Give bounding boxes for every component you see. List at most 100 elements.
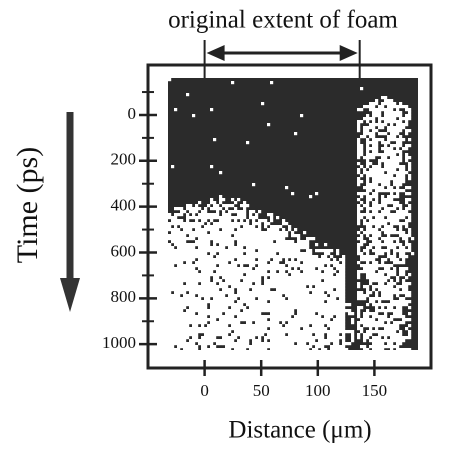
speckle <box>231 264 234 267</box>
speckle <box>342 336 345 339</box>
speckle <box>384 165 387 168</box>
speckle <box>243 222 246 225</box>
speckle <box>390 228 393 231</box>
speckle <box>342 324 345 327</box>
speckle <box>339 315 342 318</box>
speckle <box>312 348 315 351</box>
speckle <box>372 153 375 156</box>
speckle <box>225 216 228 219</box>
speckle <box>270 309 273 312</box>
speckle <box>375 168 378 171</box>
speckle <box>288 270 291 273</box>
speckle <box>264 252 267 255</box>
speckle <box>252 234 255 237</box>
speckle <box>177 255 180 258</box>
speckle <box>288 339 291 342</box>
speckle <box>222 336 225 339</box>
speckle <box>192 270 195 273</box>
speckle <box>186 249 189 252</box>
speckle <box>198 330 201 333</box>
speckle <box>357 282 360 285</box>
speckle <box>270 213 273 216</box>
speckle <box>408 138 411 141</box>
speckle <box>240 213 243 216</box>
speckle <box>258 345 261 348</box>
speckle <box>174 300 177 303</box>
speckle <box>378 171 381 174</box>
speckle <box>198 315 201 318</box>
speckle <box>381 303 384 306</box>
speckle <box>270 330 273 333</box>
speckle <box>210 324 213 327</box>
speckle <box>318 321 321 324</box>
speckle <box>396 237 399 240</box>
speckle <box>375 141 378 144</box>
speckle <box>378 240 381 243</box>
speckle <box>177 333 180 336</box>
speckle <box>201 330 204 333</box>
speckle <box>225 309 228 312</box>
speckle <box>387 168 390 171</box>
speckle <box>243 336 246 339</box>
speckle <box>177 207 180 210</box>
speckle <box>315 300 318 303</box>
speckle <box>171 330 174 333</box>
speckle <box>291 288 294 291</box>
speckle <box>408 246 411 249</box>
speckle <box>306 297 309 300</box>
speckle <box>258 342 261 345</box>
speckle <box>255 318 258 321</box>
speckle <box>327 330 330 333</box>
speckle <box>201 249 204 252</box>
speckle <box>231 342 234 345</box>
speckle <box>189 282 192 285</box>
speckle <box>192 309 195 312</box>
speckle <box>225 234 228 237</box>
speckle <box>357 291 360 294</box>
speckle <box>357 315 360 318</box>
speckle <box>303 324 306 327</box>
speckle <box>333 345 336 348</box>
speckle <box>342 294 345 297</box>
speckle <box>378 318 381 321</box>
speckle <box>378 234 381 237</box>
speckle <box>171 312 174 315</box>
speckle <box>396 108 399 111</box>
speckle <box>315 309 318 312</box>
speckle <box>264 240 267 243</box>
speckle <box>387 186 390 189</box>
speckle <box>204 228 207 231</box>
speckle <box>393 129 396 132</box>
speckle <box>399 216 402 219</box>
speckle <box>204 336 207 339</box>
speckle <box>297 273 300 276</box>
speckle <box>387 147 390 150</box>
speckle <box>219 279 222 282</box>
speckle <box>387 105 390 108</box>
speckle <box>210 258 213 261</box>
speckle <box>327 261 330 264</box>
speckle <box>264 285 267 288</box>
speckle <box>360 270 363 273</box>
speckle <box>294 303 297 306</box>
speckle <box>360 207 363 210</box>
speckle <box>168 258 171 261</box>
speckle <box>372 261 375 264</box>
speckle <box>201 294 204 297</box>
speckle <box>204 327 207 330</box>
speckle <box>375 165 378 168</box>
speckle <box>243 288 246 291</box>
speckle <box>168 264 171 267</box>
speckle <box>369 102 372 105</box>
speckle <box>204 258 207 261</box>
speckle <box>204 321 207 324</box>
speckle <box>276 264 279 267</box>
speckle <box>243 231 246 234</box>
speckle <box>375 183 378 186</box>
speckle <box>342 303 345 306</box>
speckle <box>180 300 183 303</box>
speckle <box>393 249 396 252</box>
speckle <box>387 345 390 348</box>
speckle <box>198 252 201 255</box>
speckle <box>408 273 411 276</box>
